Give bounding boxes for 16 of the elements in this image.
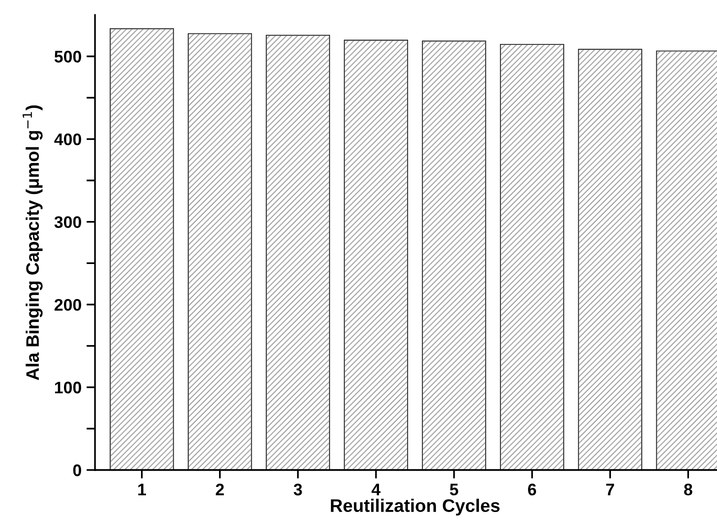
y-axis-title: Ala Binging Capacity (μmol g$^{−1}$) [22, 105, 43, 380]
x-tick-label: 2 [216, 484, 224, 496]
x-tick-label: 8 [684, 484, 692, 496]
y-tick-label: 0 [73, 464, 82, 476]
x-tick-label: 1 [138, 484, 146, 496]
y-tick-label: 100 [55, 382, 82, 394]
y-tick-label: 400 [54, 133, 82, 146]
x-tick-label: 4 [372, 484, 381, 496]
y-tick-label: 200 [54, 298, 82, 311]
x-axis-title: Reutilization Cycles [330, 498, 500, 516]
x-tick-label: 3 [294, 484, 302, 496]
x-tick-label: 7 [606, 484, 614, 496]
y-tick-label: 500 [54, 50, 82, 63]
x-tick-label: 6 [528, 484, 536, 496]
x-tick-label: 5 [450, 484, 458, 496]
y-tick-label: 300 [54, 216, 82, 228]
